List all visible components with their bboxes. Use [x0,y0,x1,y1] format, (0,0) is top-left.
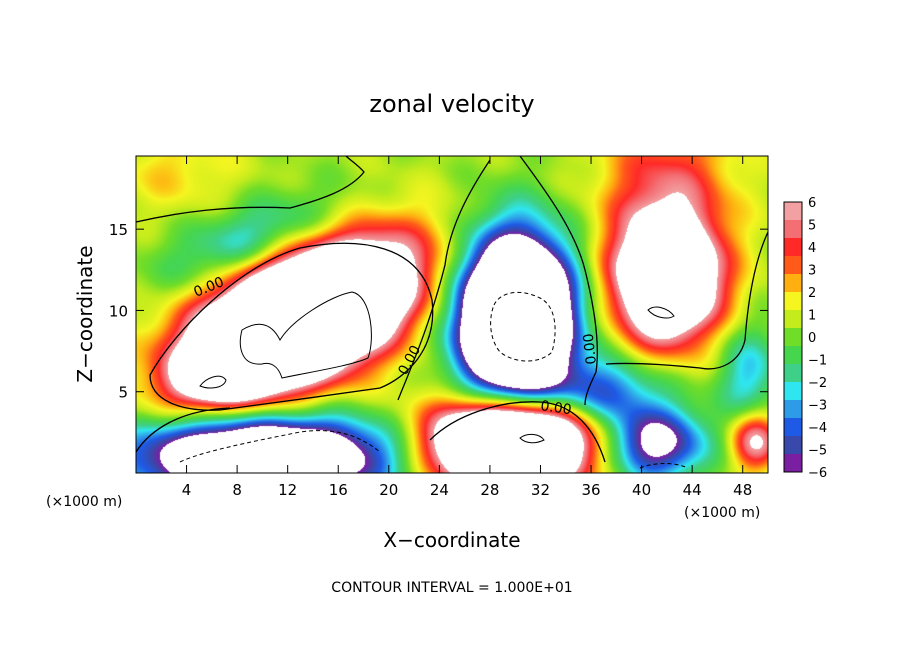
zero-contour-bottom-left [135,407,231,453]
colorbar-tick-label: 3 [808,264,816,279]
inner-contours [179,291,689,469]
colorbar-tick-label: −1 [808,354,827,369]
y-tick-label: 5 [118,384,128,402]
x-tick-label: 36 [581,481,600,499]
x-axis-unit-left: (×1000 m) [46,494,122,510]
colorbar-tick-label: −3 [808,399,827,414]
colorbar-tick-label: −5 [808,444,827,459]
colorbar-segment [784,436,802,455]
x-tick-label: 12 [278,481,297,499]
colorbar-tick-label: 6 [808,196,816,211]
inner-contour-dash-bottom-right [639,463,689,469]
colorbar-frame [783,201,803,473]
colorbar-segment [784,202,802,221]
x-tick-label: 32 [531,481,550,499]
colorbar-segment [784,328,802,347]
x-axis: 4 8 12 16 20 24 28 32 36 40 44 48 [182,156,752,499]
x-tick-label: 48 [733,481,752,499]
colorbar-segment [784,346,802,365]
x-axis-unit-right: (×1000 m) [684,505,760,521]
x-tick-label: 28 [480,481,499,499]
colorbar: 6 5 4 3 2 1 0 −1 −2 −3 −4 −5 −6 [783,196,827,481]
x-tick-label: 8 [232,481,242,499]
contour-interval-note: CONTOUR INTERVAL = 1.000E+01 [331,580,572,596]
x-tick-label: 24 [430,481,449,499]
inner-contour-right [647,306,675,319]
x-tick-label: 4 [182,481,192,499]
zero-contour-upper-left [135,155,365,223]
colorbar-tick-label: 2 [808,286,816,301]
colorbar-segment [784,220,802,239]
heatmap-field [136,156,768,473]
inner-contour-left [239,291,372,379]
colorbar-tick-label: 1 [808,309,816,324]
colorbar-segment [784,364,802,383]
zero-contour-left-ring [149,242,434,411]
inner-contour-dash-bottom [179,430,381,463]
colorbar-tick-label: −2 [808,376,827,391]
colorbar-segment [784,238,802,257]
y-tick-label: 15 [109,221,128,239]
zero-contour-right [605,231,769,370]
colorbar-segment [784,418,802,437]
zero-contour-center-right [519,155,598,406]
y-axis: 5 10 15 [109,221,768,402]
colorbar-segment [784,292,802,311]
contour-label: 0.00 [581,333,600,366]
x-tick-label: 16 [329,481,348,499]
colorbar-tick-label: 4 [808,241,816,256]
colorbar-tick-label: 5 [808,219,816,234]
colorbar-tick-label: −4 [808,421,827,436]
colorbar-segment [784,274,802,293]
zero-contour-center-arch [397,159,491,401]
heatmap-area: 0.00 0.00 0.00 0.00 [135,155,769,474]
colorbar-tick-label: −6 [808,466,827,481]
colorbar-segment [784,454,802,473]
x-tick-label: 40 [632,481,651,499]
zero-contour-bottom-arch [429,401,606,463]
colorbar-segment [784,400,802,419]
colorbar-segment [784,310,802,329]
x-axis-label: X−coordinate [383,528,520,552]
x-tick-label: 44 [683,481,702,499]
inner-contour-small-left [199,375,227,389]
colorbar-tick-label: 0 [808,331,816,346]
plot-frame [135,155,769,474]
colorbar-segment [784,382,802,401]
contour-label: 0.00 [539,398,572,418]
colorbar-segment [784,256,802,275]
y-tick-label: 10 [109,302,128,320]
chart-title: zonal velocity [369,90,534,118]
zero-contours [135,155,769,463]
x-tick-label: 20 [379,481,398,499]
y-axis-label: Z−coordinate [73,245,97,382]
inner-contour-bottom-center [519,433,545,444]
